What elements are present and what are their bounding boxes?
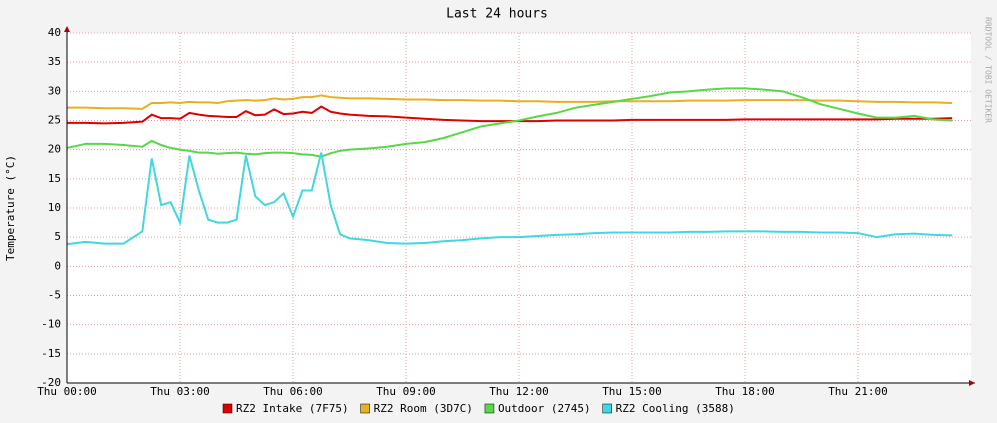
x-tick-label: Thu 03:00 [150, 385, 210, 398]
y-tick-label: 30 [48, 84, 61, 97]
legend-label: Outdoor (2745) [498, 402, 591, 415]
x-arrow [969, 380, 975, 386]
series-line [67, 105, 953, 125]
legend-label: RZ2 Cooling (3588) [616, 402, 735, 415]
legend-label: RZ2 Intake (7F75) [236, 402, 349, 415]
y-arrow [64, 26, 70, 32]
y-tick-label: -20 [41, 376, 61, 389]
y-tick-label: 15 [48, 172, 61, 185]
y-tick-label: 20 [48, 143, 61, 156]
legend-swatch [222, 403, 233, 414]
y-tick-label: 40 [48, 26, 61, 39]
y-tick-label: 25 [48, 114, 61, 127]
chart-title: Last 24 hours [446, 7, 548, 22]
y-tick-label: 35 [48, 55, 61, 68]
grid [66, 32, 971, 384]
legend-swatch [360, 403, 370, 414]
y-tick-label: -15 [41, 347, 61, 360]
series-line [67, 94, 953, 110]
y-axis-label: Temperature (°C) [4, 155, 17, 261]
legend-swatch [602, 403, 612, 414]
y-tick-label: -5 [48, 289, 61, 302]
x-tick-label: Thu 09:00 [376, 385, 436, 398]
y-tick-label: 5 [54, 230, 61, 243]
y-tick-label: 0 [54, 259, 61, 272]
x-tick-label: Thu 15:00 [602, 385, 662, 398]
x-tick-label: Thu 18:00 [715, 385, 775, 398]
series-line [66, 87, 953, 158]
legend-swatch [484, 403, 495, 414]
x-tick-label: Thu 12:00 [489, 385, 549, 398]
legend: RZ2 Intake (7F75) RZ2 Room (3D7C) Outdoor … [222, 402, 735, 415]
y-tick-label: 10 [48, 201, 61, 214]
x-tick-label: Thu 00:00 [37, 385, 97, 398]
y-tick-label: -10 [41, 318, 61, 331]
x-tick-label: Thu 21:00 [828, 385, 888, 398]
x-tick-label: Thu 06:00 [263, 385, 323, 398]
watermark: RRDTOOL / TOBI OETIKER [984, 17, 993, 123]
series-line [66, 152, 953, 246]
lines [66, 87, 953, 246]
legend-label: RZ2 Room (3D7C) [374, 402, 473, 415]
